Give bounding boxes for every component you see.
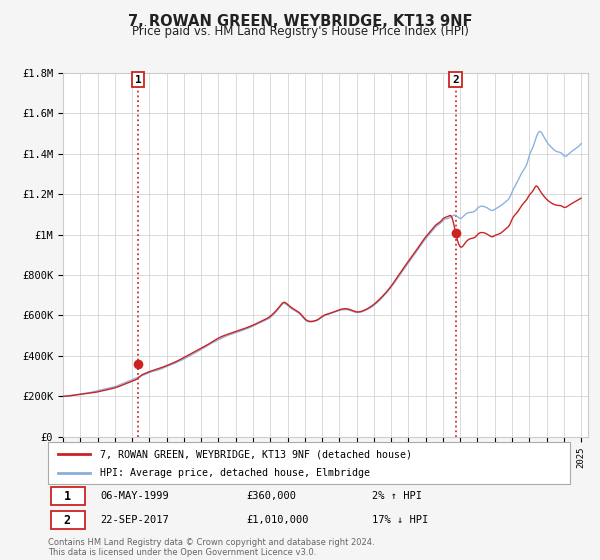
Text: 7, ROWAN GREEN, WEYBRIDGE, KT13 9NF: 7, ROWAN GREEN, WEYBRIDGE, KT13 9NF bbox=[128, 14, 472, 29]
Text: 1: 1 bbox=[135, 74, 142, 85]
Text: 22-SEP-2017: 22-SEP-2017 bbox=[100, 515, 169, 525]
Text: 1: 1 bbox=[64, 489, 71, 503]
Text: 17% ↓ HPI: 17% ↓ HPI bbox=[371, 515, 428, 525]
FancyBboxPatch shape bbox=[50, 487, 85, 505]
Text: Contains HM Land Registry data © Crown copyright and database right 2024.
This d: Contains HM Land Registry data © Crown c… bbox=[48, 538, 374, 557]
Text: 2: 2 bbox=[64, 514, 71, 527]
Text: 06-MAY-1999: 06-MAY-1999 bbox=[100, 491, 169, 501]
Text: HPI: Average price, detached house, Elmbridge: HPI: Average price, detached house, Elmb… bbox=[100, 468, 370, 478]
Text: £1,010,000: £1,010,000 bbox=[247, 515, 309, 525]
Text: Price paid vs. HM Land Registry's House Price Index (HPI): Price paid vs. HM Land Registry's House … bbox=[131, 25, 469, 38]
Text: 2% ↑ HPI: 2% ↑ HPI bbox=[371, 491, 422, 501]
Text: £360,000: £360,000 bbox=[247, 491, 296, 501]
Text: 7, ROWAN GREEN, WEYBRIDGE, KT13 9NF (detached house): 7, ROWAN GREEN, WEYBRIDGE, KT13 9NF (det… bbox=[100, 449, 412, 459]
FancyBboxPatch shape bbox=[50, 511, 85, 529]
Text: 2: 2 bbox=[452, 74, 459, 85]
